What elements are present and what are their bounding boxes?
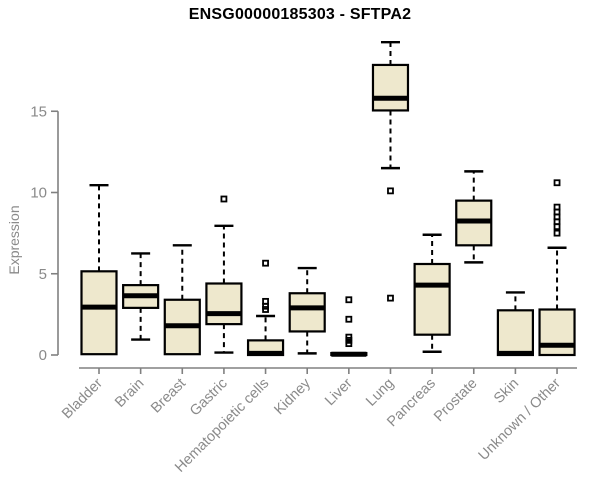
chart-title: ENSG00000185303 - SFTPA2 (188, 6, 412, 23)
box-brain (122, 252, 160, 341)
outlier-point (387, 187, 394, 195)
iqr-box (371, 63, 410, 112)
x-category-label: Breast (148, 376, 189, 417)
x-category-label: Prostate (431, 376, 480, 425)
iqr-box (288, 292, 326, 333)
box-kidney (288, 266, 326, 355)
box-bladder (80, 183, 118, 356)
outlier-point (345, 296, 353, 304)
iqr-box (80, 270, 118, 356)
outlier-point (553, 179, 561, 187)
box-hematopoietic-cells (246, 259, 285, 357)
x-category-label: Lung (363, 376, 397, 410)
outlier-point (262, 297, 269, 305)
iqr-box (496, 309, 534, 357)
iqr-box (413, 262, 451, 336)
box-liver (330, 296, 368, 357)
x-category-label: Bladder (59, 375, 106, 422)
y-axis: 0 5 10 15 (30, 103, 59, 364)
box-breast (163, 244, 201, 356)
outlier-point (345, 333, 353, 341)
outlier-point (387, 294, 394, 302)
iqr-box (538, 308, 576, 357)
y-tick-label: 0 (39, 347, 47, 364)
y-tick-label: 10 (30, 185, 47, 202)
x-category-label: Kidney (271, 375, 314, 418)
x-category-label: Liver (322, 375, 356, 409)
outlier-point (553, 203, 561, 211)
box-pancreas (413, 233, 451, 353)
outlier-point (553, 229, 561, 237)
outlier-point (220, 195, 228, 203)
iqr-box (205, 282, 243, 326)
y-tick-label: 5 (39, 266, 47, 283)
box-gastric (205, 195, 243, 354)
outlier-point (345, 315, 353, 323)
x-category-label: Brain (112, 376, 147, 411)
box-unknown-other (538, 179, 576, 357)
outlier-point (262, 259, 269, 267)
box-skin (496, 291, 534, 357)
box-prostate (455, 170, 493, 264)
x-category-label: Skin (491, 376, 522, 407)
box-lung (371, 40, 410, 302)
y-tick-label: 15 (30, 103, 47, 120)
